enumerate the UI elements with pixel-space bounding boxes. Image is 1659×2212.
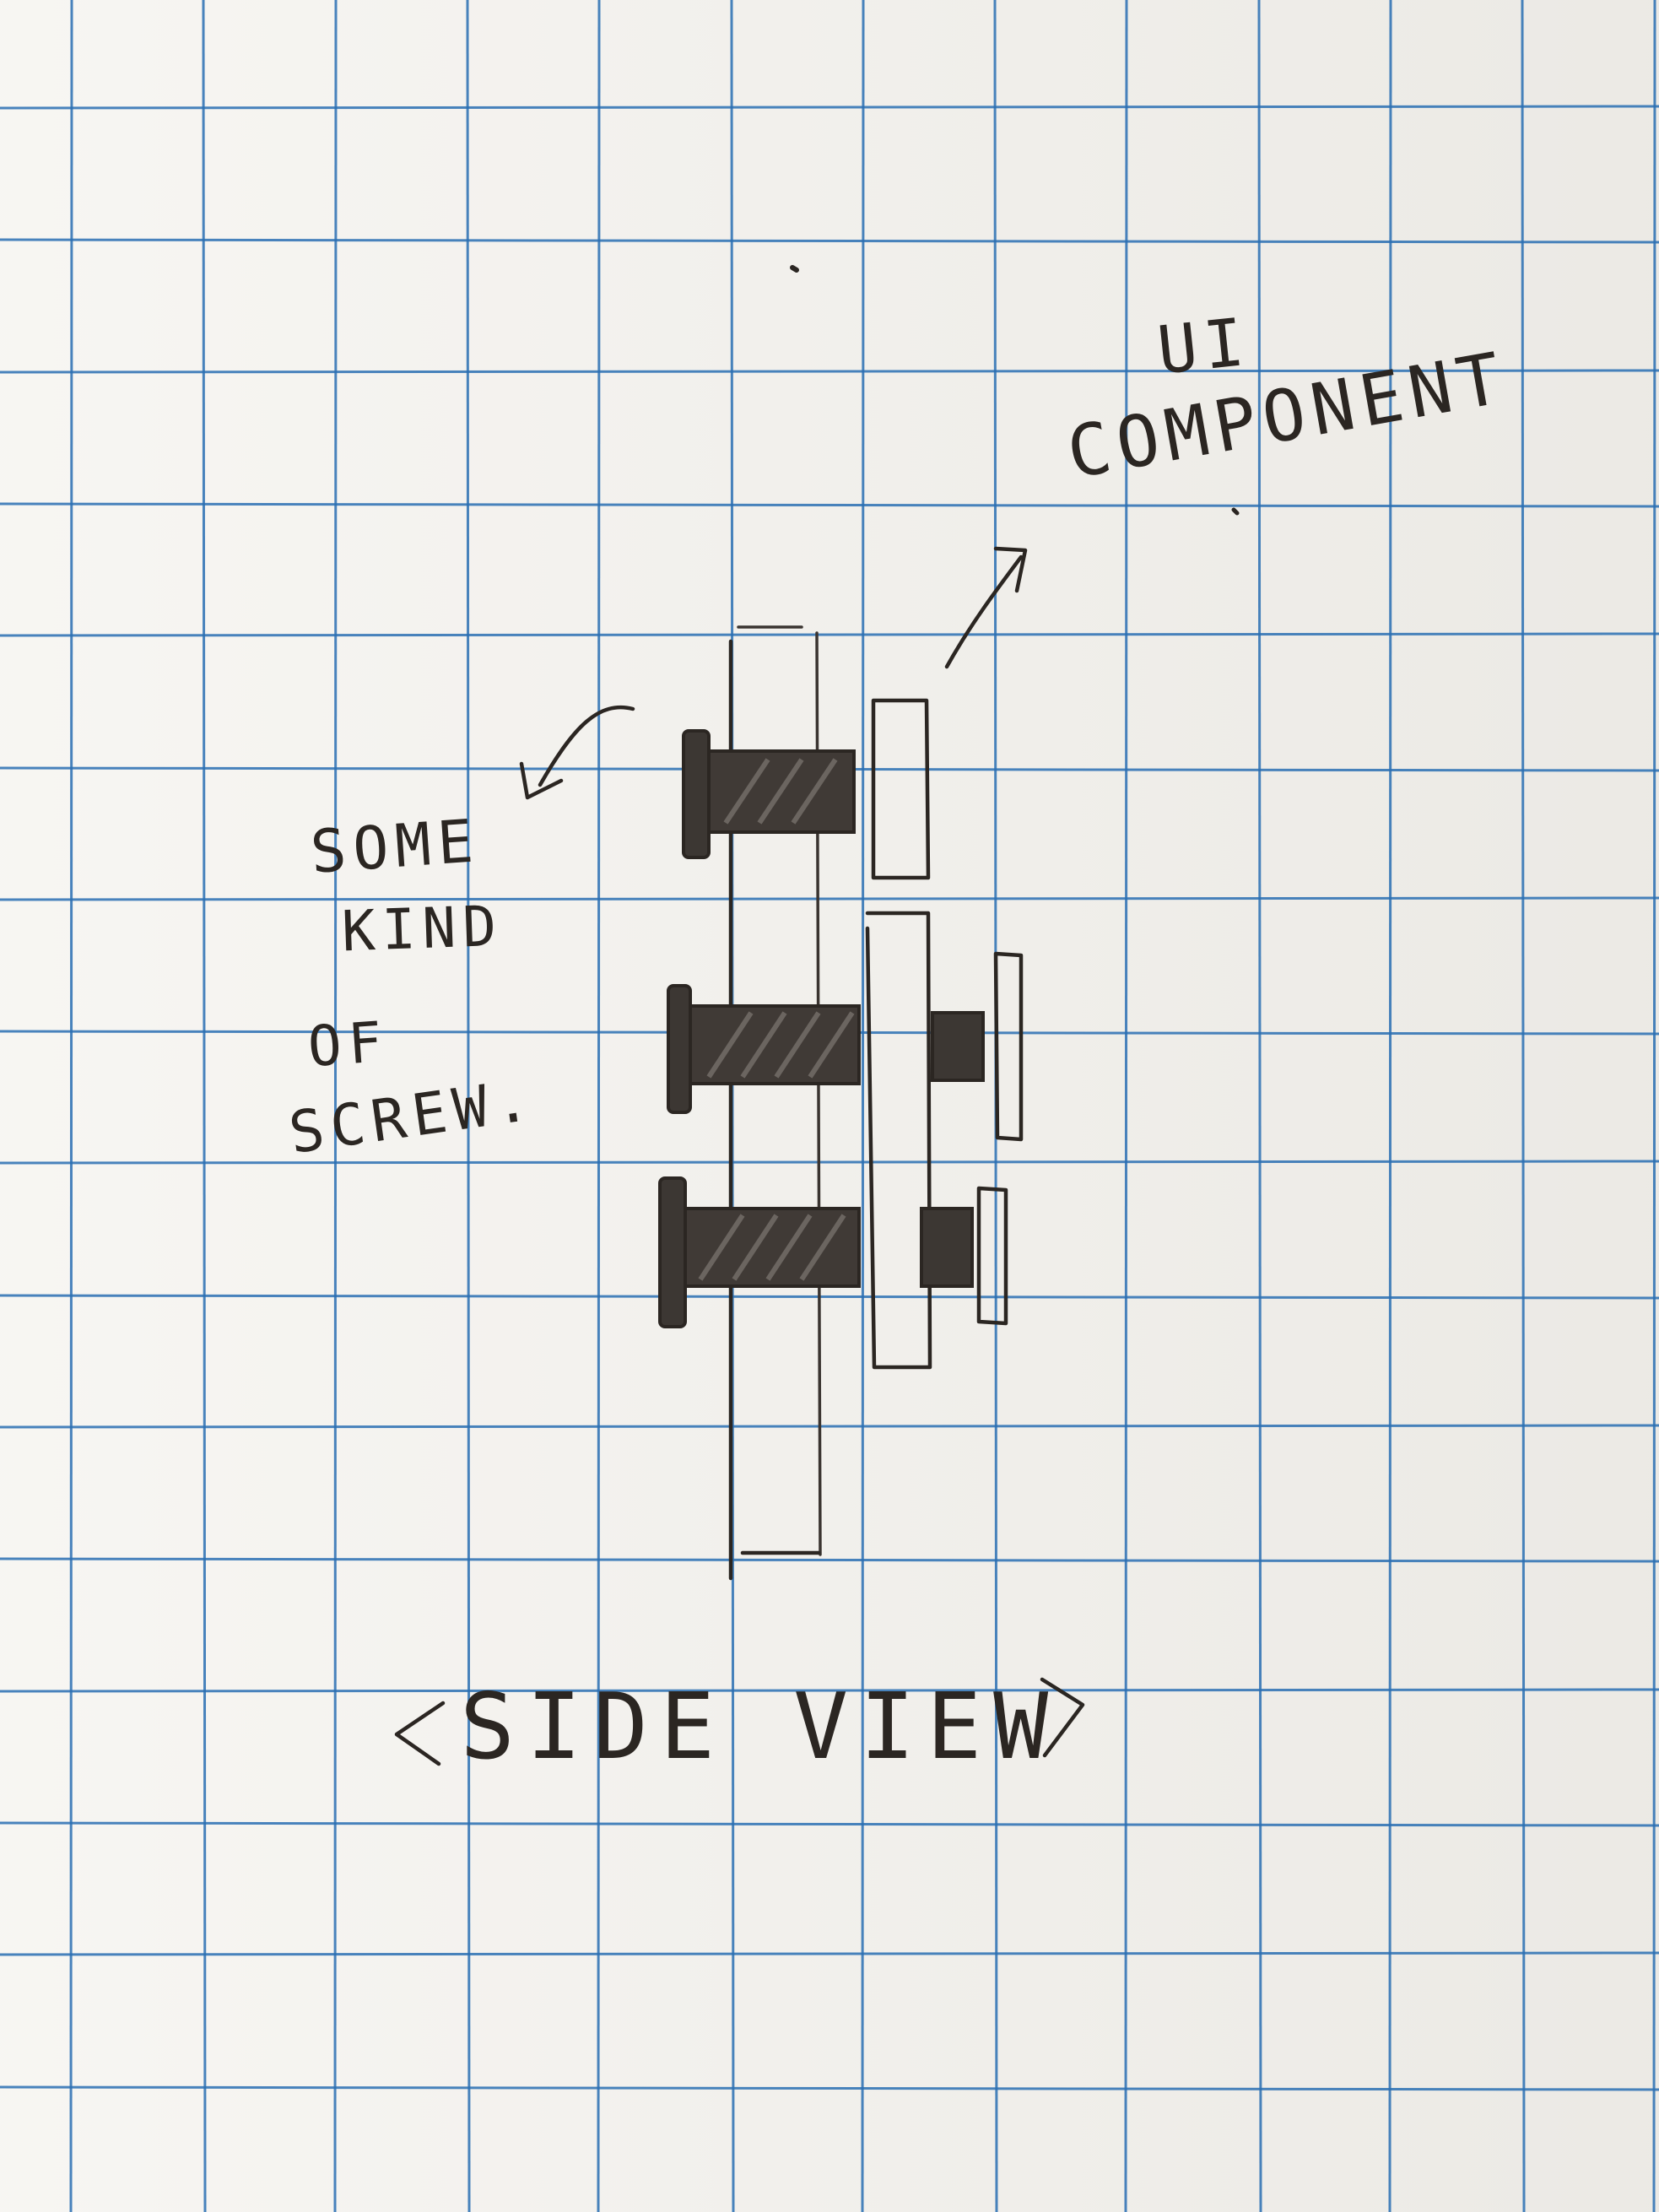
grid-horizontal-line: [0, 105, 1659, 110]
component-label-line1: UI: [1154, 304, 1255, 390]
screw-bottom: [658, 1176, 861, 1328]
grid-vertical-line: [69, 0, 73, 2212]
screw-top: [682, 729, 856, 859]
grid-horizontal-line: [0, 1294, 1659, 1300]
grid-horizontal-line: [0, 1160, 1659, 1165]
ui-knob-middle: [931, 951, 1024, 1142]
screw-label-line2: KIND: [340, 893, 505, 965]
grid-horizontal-line: [0, 1951, 1659, 1956]
screw-label-line1: SOME: [308, 806, 483, 887]
caption-side-view: SIDE VIEW: [460, 1682, 1060, 1773]
grid-horizontal-line: [0, 1821, 1659, 1827]
arrow-to-component-label: [944, 546, 1028, 669]
grid-horizontal-line: [0, 502, 1659, 508]
caption-brackets: [394, 1677, 1085, 1766]
arrow-to-screw-label: [519, 705, 635, 800]
grid-vertical-line: [1521, 0, 1526, 2212]
caption-text: SIDE VIEW: [460, 1674, 1061, 1780]
grid-vertical-line: [466, 0, 471, 2212]
grid-horizontal-line: [0, 1688, 1659, 1693]
screw-label-line3: OF: [305, 1009, 392, 1080]
grid-horizontal-line: [0, 238, 1659, 244]
grid-horizontal-line: [0, 632, 1659, 637]
grid-vertical-line: [1124, 0, 1128, 2212]
pencil-marks: [790, 265, 1240, 516]
grid-horizontal-line: [0, 896, 1659, 901]
grid-vertical-line: [1257, 0, 1262, 2212]
grid-horizontal-line: [0, 2085, 1659, 2091]
grid-vertical-line: [1388, 0, 1392, 2212]
grid-vertical-line: [202, 0, 207, 2212]
screw-middle: [667, 984, 861, 1114]
ui-knob-bottom: [920, 1186, 1008, 1326]
grid-vertical-line: [333, 0, 338, 2212]
grid-horizontal-line: [0, 1557, 1659, 1563]
ui-component-top: [871, 698, 931, 880]
grid-horizontal-line: [0, 369, 1659, 374]
grid-vertical-line: [1652, 0, 1656, 2212]
grid-vertical-line: [597, 0, 601, 2212]
grid-vertical-line: [861, 0, 865, 2212]
ui-component-plate: [865, 911, 932, 1370]
grid-horizontal-line: [0, 1424, 1659, 1429]
